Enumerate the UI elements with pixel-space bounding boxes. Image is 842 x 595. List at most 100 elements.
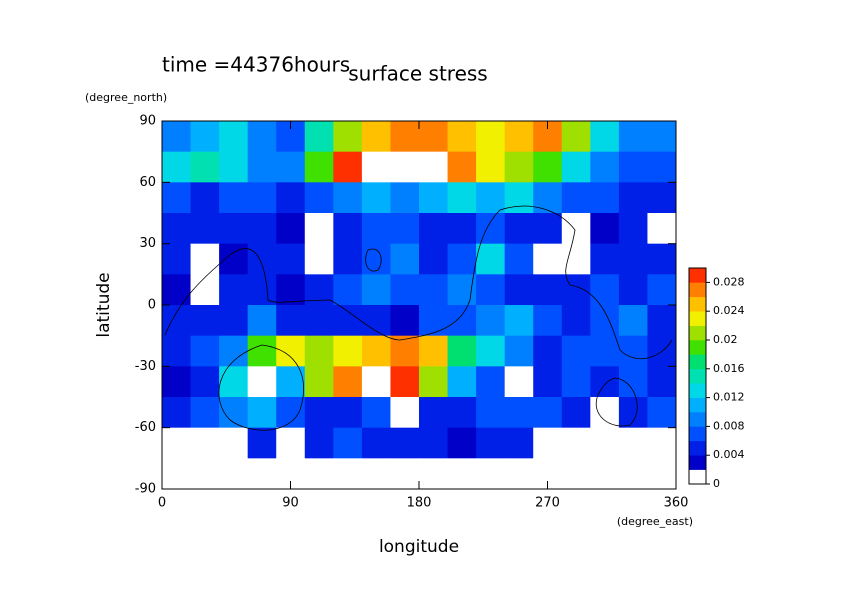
field-cell [447,243,477,275]
field-cell [419,458,449,490]
field-cell [162,182,192,214]
field-cell [419,335,449,367]
field-cell [247,366,277,398]
field-cell [590,121,620,153]
colorbar-segment [689,296,706,312]
coastline [164,205,673,359]
colorbar-tick-label: 0 [713,477,720,490]
field-cell [618,305,648,337]
field-cell [590,427,620,459]
field-cell [304,121,334,153]
field-cell [590,274,620,306]
field-cell [162,274,192,306]
colorbar-tick-label: 0.008 [713,419,745,432]
field-cell [276,366,306,398]
field-cell [190,243,220,275]
field-cell [276,305,306,337]
x-axis-label: longitude [379,537,459,557]
field-cell [419,121,449,153]
field-cell [618,274,648,306]
field-cell [247,397,277,429]
field-cell [219,182,249,214]
field-cell [419,243,449,275]
field-cell [476,335,506,367]
field-cell [390,366,420,398]
field-cell [247,458,277,490]
field-cell [590,213,620,245]
y-tick-label: -90 [135,482,156,497]
field-cell [219,366,249,398]
x-tick-label: 90 [282,496,299,511]
colorbar-segment [689,440,706,456]
field-cell [504,397,534,429]
field-cell [447,458,477,490]
field-cell [333,182,363,214]
field-cell [561,458,591,490]
field-cell [647,182,677,214]
field-cell [304,305,334,337]
field [162,121,677,490]
field-cell [533,243,563,275]
field-cell [590,243,620,275]
colorbar-segment [689,354,706,370]
field-cell [276,151,306,183]
field-cell [390,427,420,459]
colorbar-segment [689,469,706,485]
colorbar-segment [689,368,706,384]
field-cell [618,182,648,214]
field-cell [361,366,391,398]
field-cell [361,151,391,183]
field-cell [533,427,563,459]
field-cell [361,458,391,490]
x-tick-label: 180 [407,496,432,511]
field-cell [504,182,534,214]
field-cell [361,274,391,306]
field-cell [590,182,620,214]
field-cell [647,151,677,183]
field-cell [304,182,334,214]
field-cell [304,335,334,367]
field-cell [476,366,506,398]
colorbar-tick-label: 0.024 [713,304,745,317]
field-cell [333,305,363,337]
field-cell [361,243,391,275]
field-cell [247,274,277,306]
field-cell [390,151,420,183]
field-cell [333,366,363,398]
field-cell [647,274,677,306]
field-cell [618,213,648,245]
field-cell [247,427,277,459]
field-cell [561,182,591,214]
field-cell [419,366,449,398]
field-cell [219,397,249,429]
field-cell [504,121,534,153]
field-cell [618,121,648,153]
field-cell [647,305,677,337]
field-cell [533,335,563,367]
field-cell [361,427,391,459]
field-cell [219,458,249,490]
colorbar-segment [689,268,706,283]
y-axis-label: latitude [94,272,114,337]
field-cell [162,335,192,367]
field-cell [190,213,220,245]
field-cell [419,397,449,429]
field-cell [647,243,677,275]
colorbar-segment [689,426,706,442]
field-cell [190,366,220,398]
y-units: (degree_north) [85,91,167,104]
field-cell [476,182,506,214]
field-cell [533,182,563,214]
field-cell [647,427,677,459]
y-tick-label: 30 [139,236,156,251]
field-cell [647,121,677,153]
field-cell [219,305,249,337]
field-cell [476,274,506,306]
field-cell [247,243,277,275]
field-cell [333,335,363,367]
field-cell [219,274,249,306]
field-cell [361,121,391,153]
field-cell [190,182,220,214]
field-cell [190,458,220,490]
field-cell [390,243,420,275]
